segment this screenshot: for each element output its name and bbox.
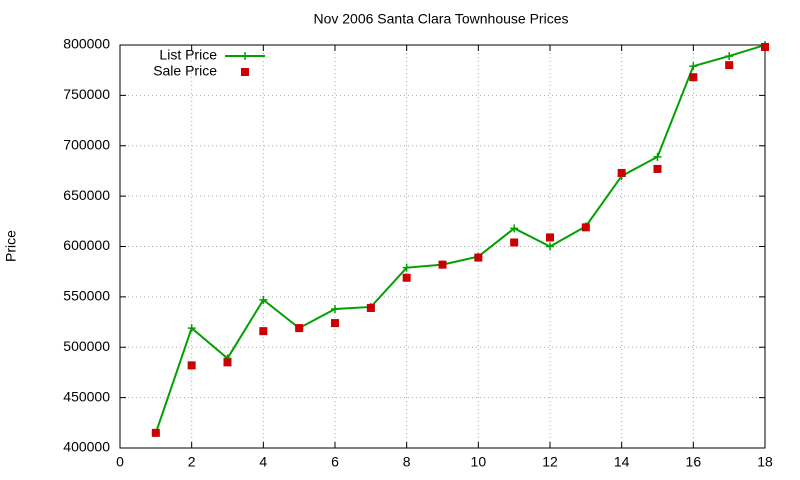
x-tick-label: 6 xyxy=(331,454,339,470)
marker xyxy=(331,304,339,313)
marker xyxy=(366,303,375,312)
x-tick-label: 0 xyxy=(116,454,124,470)
marker xyxy=(689,62,698,71)
marker xyxy=(438,260,447,269)
legend-label: Sale Price xyxy=(153,63,217,79)
marker xyxy=(510,224,519,233)
y-tick-label: 800000 xyxy=(63,36,110,52)
marker xyxy=(510,238,519,247)
y-tick-label: 500000 xyxy=(63,338,110,354)
y-tick-label: 650000 xyxy=(63,187,110,203)
marker xyxy=(617,168,626,177)
x-tick-label: 10 xyxy=(471,454,487,470)
x-tick-label: 14 xyxy=(614,454,630,470)
y-tick-label: 700000 xyxy=(63,136,110,152)
x-tick-label: 12 xyxy=(542,454,558,470)
marker xyxy=(474,253,483,262)
y-axis-label: Price xyxy=(3,230,19,262)
marker xyxy=(223,358,232,367)
marker xyxy=(653,152,662,161)
y-tick-label: 450000 xyxy=(63,388,110,404)
marker xyxy=(187,361,196,370)
x-tick-label: 4 xyxy=(259,454,267,470)
x-tick-label: 8 xyxy=(403,454,411,470)
chart-title: Nov 2006 Santa Clara Townhouse Prices xyxy=(313,11,568,27)
series-line xyxy=(154,44,766,434)
marker xyxy=(689,73,698,82)
marker xyxy=(151,428,160,437)
legend-marker xyxy=(241,68,249,76)
legend-marker xyxy=(241,52,249,60)
marker xyxy=(187,324,196,333)
y-tick-label: 400000 xyxy=(63,439,110,455)
marker xyxy=(259,295,268,304)
x-tick-label: 2 xyxy=(188,454,196,470)
marker xyxy=(725,61,734,70)
marker xyxy=(402,263,411,272)
y-tick-label: 550000 xyxy=(63,288,110,304)
marker xyxy=(402,273,411,282)
marker xyxy=(725,52,734,61)
marker xyxy=(653,164,662,173)
legend-label: List Price xyxy=(159,47,217,63)
marker xyxy=(761,43,769,52)
marker xyxy=(331,319,339,328)
marker xyxy=(295,324,304,333)
x-tick-label: 16 xyxy=(686,454,702,470)
marker xyxy=(546,233,554,242)
marker xyxy=(581,223,590,232)
plot-frame xyxy=(119,44,766,449)
x-tick-label: 18 xyxy=(757,454,773,470)
marker xyxy=(546,242,554,251)
y-tick-label: 600000 xyxy=(63,237,110,253)
marker xyxy=(259,327,268,336)
y-tick-label: 750000 xyxy=(63,86,110,102)
